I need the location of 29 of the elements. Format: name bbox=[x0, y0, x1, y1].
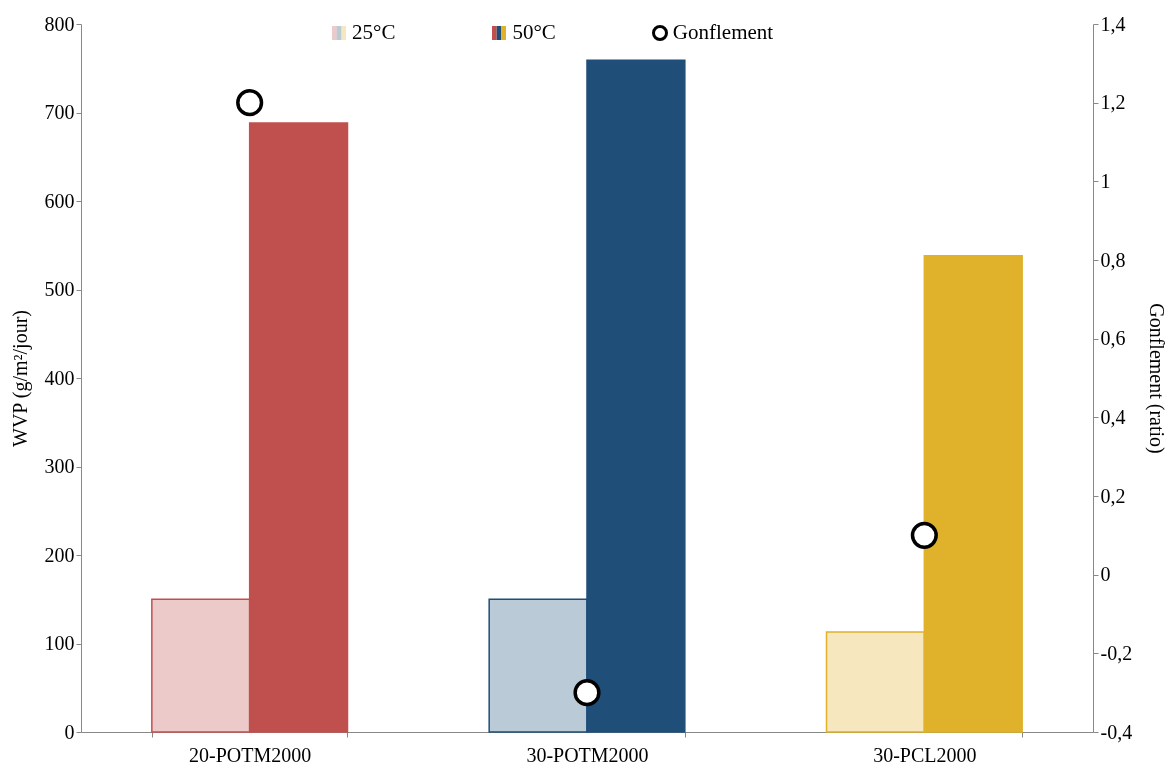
legend-label: 50°C bbox=[512, 20, 556, 45]
y2-tick-label: 0 bbox=[1100, 563, 1111, 586]
y-tick-label: 800 bbox=[44, 12, 75, 35]
y2-tick-label: 0,6 bbox=[1100, 327, 1126, 350]
legend-label: 25°C bbox=[352, 20, 396, 45]
y-tick-label: 400 bbox=[44, 366, 75, 389]
y2-tick-label: 0,2 bbox=[1100, 484, 1126, 507]
x-tick-label: 30-POTM2000 bbox=[526, 743, 649, 766]
x-tick-label: 30-PCL2000 bbox=[873, 743, 977, 766]
y-tick-label: 300 bbox=[44, 455, 75, 477]
legend-label: Gonflement bbox=[672, 20, 774, 45]
y-tick-label: 700 bbox=[44, 101, 75, 123]
y-tick-label: 600 bbox=[44, 189, 75, 212]
x-tick-label: 20-POTM2000 bbox=[189, 743, 312, 766]
y-tick-label: 100 bbox=[44, 632, 75, 654]
y2-tick-label: 0,8 bbox=[1100, 248, 1126, 271]
y-tick-label: 500 bbox=[44, 278, 75, 300]
point bbox=[910, 521, 938, 549]
y-tick-label: 0 bbox=[64, 720, 75, 743]
y2-tick-label: 1,4 bbox=[1100, 12, 1126, 35]
y-tick-label: 200 bbox=[44, 543, 75, 566]
y2-tick-label: 1,2 bbox=[1100, 91, 1126, 114]
y-axis-title: WVP (g/m²/jour) bbox=[8, 310, 32, 447]
y2-tick-label: 0,4 bbox=[1100, 405, 1126, 428]
y2-axis-title: Gonflement (ratio) bbox=[1145, 303, 1169, 454]
y2-tick-label: -0,4 bbox=[1100, 720, 1133, 743]
y2-tick-label: -0,2 bbox=[1100, 641, 1133, 664]
y2-tick-label: 1 bbox=[1100, 169, 1111, 192]
point bbox=[573, 679, 601, 707]
